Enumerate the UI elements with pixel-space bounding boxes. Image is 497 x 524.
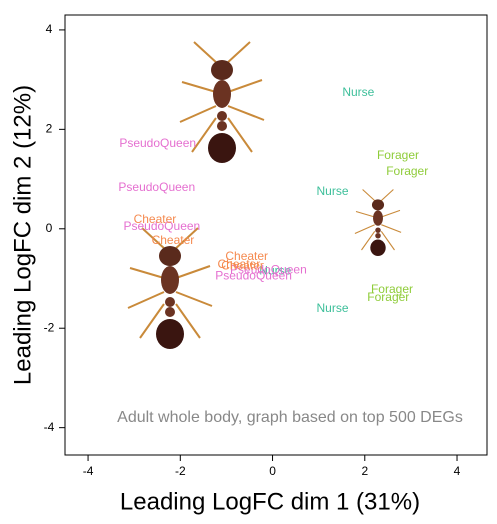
y-tick-label: 2 [46, 122, 53, 136]
y-axis-label: Leading LogFC dim 2 (12%) [9, 85, 36, 385]
plot-frame [65, 15, 487, 455]
point-label: Nurse [316, 301, 348, 315]
point-label: PseudoQueen [118, 180, 195, 194]
point-label: Forager [377, 148, 419, 162]
point-label: Cheater [134, 212, 177, 226]
chart: Adult whole body, graph based on top 500… [0, 0, 497, 519]
point-label: Nurse [342, 85, 374, 99]
y-tick-label: 0 [46, 221, 53, 235]
x-tick-label: 2 [361, 464, 368, 478]
x-tick-label: 0 [269, 464, 276, 478]
y-tick-label: 4 [46, 22, 53, 36]
point-label: PseudoQueen [119, 136, 196, 150]
point-label: Forager [367, 290, 409, 304]
point-label: Cheater [152, 233, 195, 247]
annotation: Adult whole body, graph based on top 500… [117, 409, 463, 426]
point-label: Nurse [316, 184, 348, 198]
x-tick-label: 4 [454, 464, 461, 478]
x-axis-label: Leading LogFC dim 1 (31%) [120, 488, 420, 515]
x-tick-label: -2 [175, 464, 186, 478]
x-tick-label: -4 [83, 464, 94, 478]
point-label: Forager [386, 164, 428, 178]
y-tick-label: -4 [44, 420, 55, 434]
y-tick-label: -2 [44, 320, 55, 334]
ant-image [355, 190, 401, 257]
point-label: Cheater [221, 259, 264, 273]
